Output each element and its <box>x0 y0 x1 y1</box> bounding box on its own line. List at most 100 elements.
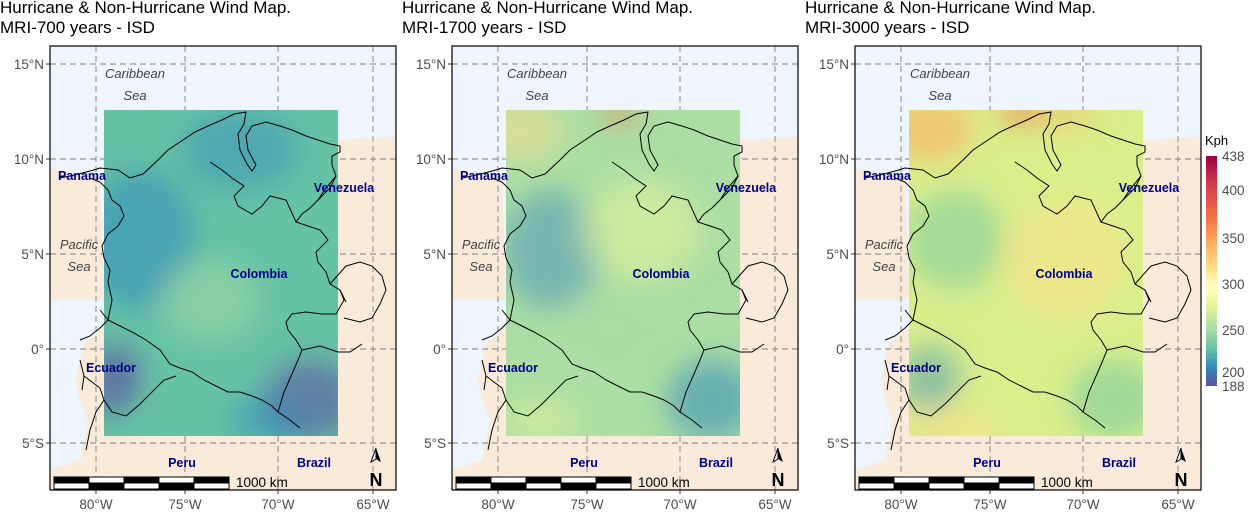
legend-label-200: 200 <box>1222 365 1245 380</box>
country-border <box>277 343 363 429</box>
lon-tick-label: 65°W <box>758 497 791 512</box>
north-arrow-icon: N <box>772 447 785 490</box>
country-border <box>89 177 125 321</box>
lon-tick-label: 65°W <box>356 497 389 512</box>
lat-tick-label: 5°N <box>423 247 446 262</box>
sea-label: Sea <box>928 88 951 103</box>
panel-title: Hurricane & Non-Hurricane Wind Map. MRI-3… <box>805 0 1096 38</box>
country-label-colombia: Colombia <box>633 267 691 281</box>
country-label-venezuela: Venezuela <box>1119 181 1180 195</box>
scale-bar <box>53 476 230 490</box>
lat-tick-label: 15°N <box>416 57 446 72</box>
country-border <box>1082 343 1168 429</box>
country-border <box>890 399 910 451</box>
wind-speed-heatmap <box>506 110 740 436</box>
country-label-panama: Panama <box>460 169 509 183</box>
lon-tick-label: 75°W <box>570 497 603 512</box>
country-border <box>491 177 527 321</box>
lon-tick-label: 70°W <box>261 497 294 512</box>
country-label-peru: Peru <box>570 456 598 470</box>
lat-tick-label: 15°N <box>819 57 849 72</box>
lat-tick-label: 5°N <box>826 247 849 262</box>
wind-speed-heatmap <box>104 110 338 436</box>
country-border <box>894 177 930 321</box>
country-border <box>1134 261 1192 323</box>
land-panama <box>452 168 506 300</box>
panel-title: Hurricane & Non-Hurricane Wind Map. MRI-1… <box>402 0 693 38</box>
country-border <box>611 161 749 303</box>
panel-title-line2: MRI-3000 years - ISD <box>805 18 970 37</box>
country-label-peru: Peru <box>168 456 196 470</box>
country-label-venezuela: Venezuela <box>716 181 777 195</box>
panel-title-line2: MRI-1700 years - ISD <box>402 18 567 37</box>
sea-label: Pacific <box>865 237 904 252</box>
sea-label: Sea <box>525 88 548 103</box>
lat-tick-label: 10°N <box>819 152 849 167</box>
country-border <box>79 319 177 417</box>
scale-bar <box>858 476 1035 490</box>
sea-label: Caribbean <box>910 66 970 81</box>
country-label-brazil: Brazil <box>1102 456 1136 470</box>
legend: Kph 438 400 350 300 250 200 188 <box>1200 130 1248 400</box>
legend-label-350: 350 <box>1222 231 1245 246</box>
country-label-ecuador: Ecuador <box>488 361 538 375</box>
panel-title-line1: Hurricane & Non-Hurricane Wind Map. <box>402 0 693 17</box>
plot-frame <box>854 45 1202 491</box>
country-label-brazil: Brazil <box>699 456 733 470</box>
sea-label: Caribbean <box>507 66 567 81</box>
country-border <box>864 111 1150 413</box>
lat-tick-label: 0° <box>836 342 849 357</box>
lat-tick-label: 0° <box>31 342 44 357</box>
legend-label-300: 300 <box>1222 277 1245 292</box>
map-panel-3: Hurricane & Non-Hurricane Wind Map. MRI-3… <box>805 0 1207 518</box>
sea-label: Sea <box>469 259 492 274</box>
wind-speed-heatmap <box>909 110 1143 436</box>
scale-bar-label: 1000 km <box>638 475 690 490</box>
panel-title-line2: MRI-700 years - ISD <box>0 18 155 37</box>
lon-tick-label: 80°W <box>79 497 112 512</box>
map-svg: 15°N 10°N 5°N 0° 5°S 80°W 75°W 70°W 65°W Caribbea… <box>819 45 1202 512</box>
lat-tick-label: 5°S <box>827 436 849 451</box>
legend-label-400: 400 <box>1222 183 1245 198</box>
panel-title-line1: Hurricane & Non-Hurricane Wind Map. <box>805 0 1096 17</box>
map-svg: 15°N 10°N 5°N 0° 5°S 80°W 75°W 70°W 65°W Caribbea… <box>416 45 799 512</box>
map-panel-1: Hurricane & Non-Hurricane Wind Map. MRI-7… <box>0 0 402 518</box>
sea-label: Sea <box>67 259 90 274</box>
country-border <box>1014 161 1152 303</box>
country-label-colombia: Colombia <box>231 267 289 281</box>
svg-text:N: N <box>1175 470 1188 490</box>
country-label-venezuela: Venezuela <box>314 181 375 195</box>
lon-tick-label: 70°W <box>663 497 696 512</box>
lat-tick-label: 5°S <box>424 436 446 451</box>
scale-bar <box>455 476 632 490</box>
country-border <box>731 261 789 323</box>
map-svg: 15°N 10°N 5°N 0° 5°S 80°W 75°W 70°W 65°W Caribbea… <box>14 45 397 512</box>
north-arrow-icon: N <box>1175 447 1188 490</box>
legend-label-188: 188 <box>1222 379 1245 394</box>
lat-tick-label: 5°N <box>21 247 44 262</box>
land-panama <box>855 168 909 300</box>
lon-tick-label: 80°W <box>481 497 514 512</box>
sea-label: Sea <box>872 259 895 274</box>
country-label-colombia: Colombia <box>1036 267 1094 281</box>
sea-label: Pacific <box>462 237 501 252</box>
sea-label: Pacific <box>60 237 99 252</box>
legend-label-438: 438 <box>1222 149 1245 164</box>
country-label-peru: Peru <box>973 456 1001 470</box>
country-label-ecuador: Ecuador <box>86 361 136 375</box>
north-arrow-icon: N <box>370 447 383 490</box>
legend-color-bar <box>1206 156 1217 386</box>
country-border <box>59 111 345 413</box>
country-border <box>329 261 387 323</box>
lon-tick-label: 75°W <box>973 497 1006 512</box>
country-border <box>85 399 105 451</box>
lat-tick-label: 15°N <box>14 57 44 72</box>
lat-tick-label: 0° <box>433 342 446 357</box>
scale-bar-label: 1000 km <box>236 475 288 490</box>
lat-tick-label: 10°N <box>14 152 44 167</box>
land-panama <box>50 168 104 300</box>
panel-title: Hurricane & Non-Hurricane Wind Map. MRI-7… <box>0 0 291 38</box>
lon-tick-label: 70°W <box>1066 497 1099 512</box>
panel-title-line1: Hurricane & Non-Hurricane Wind Map. <box>0 0 291 17</box>
legend-title: Kph <box>1205 133 1229 148</box>
